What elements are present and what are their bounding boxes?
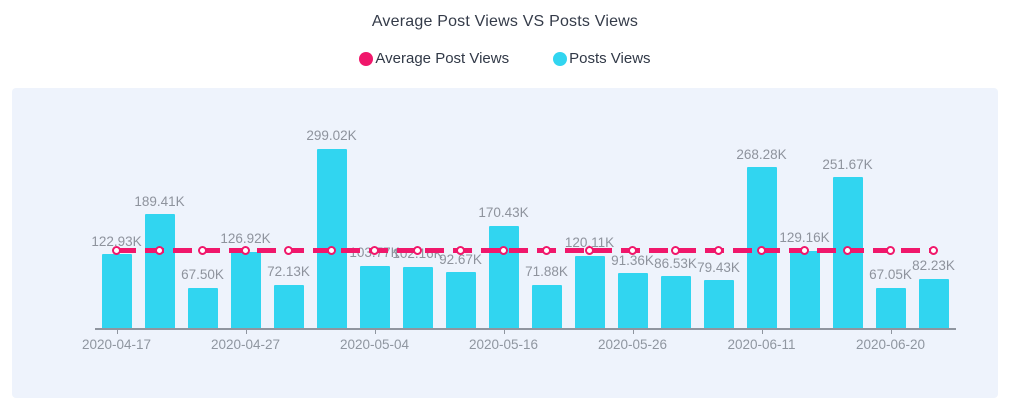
bar-value-label: 122.93K (91, 233, 142, 249)
x-axis-label: 2020-04-27 (210, 337, 281, 352)
bar-value-label: 170.43K (478, 205, 529, 221)
average-line-marker-icon (929, 245, 938, 255)
bar[interactable] (101, 254, 132, 328)
x-axis-tick (632, 329, 634, 334)
x-axis-tick (503, 329, 505, 334)
bar[interactable] (230, 251, 261, 328)
x-axis-label: 2020-06-11 (727, 337, 796, 352)
plot-area: 122.93K 189.41K 67.50K 126.92K 72.13K 299.02K… (82, 88, 957, 351)
average-line (116, 247, 934, 253)
legend-marker-posts-icon (553, 51, 568, 66)
bar-value-label: 92.67K (439, 251, 482, 267)
average-line-marker-icon (370, 245, 379, 255)
legend-item-posts-views[interactable]: Posts Views (553, 50, 651, 67)
average-line-marker-icon (327, 245, 336, 255)
x-axis-tick (761, 329, 763, 334)
bar[interactable] (359, 265, 390, 328)
bar[interactable] (402, 266, 433, 328)
x-axis-label: 2020-05-26 (597, 337, 668, 352)
legend-label-posts: Posts Views (569, 50, 651, 67)
average-line-marker-icon (843, 245, 852, 255)
legend-marker-average-icon (359, 51, 374, 66)
bar-value-label: 120.11K (564, 235, 615, 251)
average-line-marker-icon (757, 245, 766, 255)
average-line-marker-icon (198, 245, 207, 255)
bar[interactable] (273, 284, 304, 328)
bar-value-label: 189.41K (134, 193, 185, 209)
bar-value-label: 72.13K (267, 264, 310, 280)
average-line-marker-icon (542, 245, 551, 255)
bar[interactable] (144, 214, 175, 328)
bar-value-label: 91.36K (611, 252, 654, 268)
bar[interactable] (574, 255, 605, 328)
bar[interactable] (703, 280, 734, 328)
chart-panel: 122.93K 189.41K 67.50K 126.92K 72.13K 299.02K… (12, 88, 998, 398)
bar-value-label: 268.28K (736, 146, 787, 162)
bar-value-label: 86.53K (654, 255, 697, 271)
bar-value-label: 79.43K (697, 259, 740, 275)
average-line-marker-icon (456, 245, 465, 255)
average-line-marker-icon (886, 245, 895, 255)
average-line-marker-icon (800, 245, 809, 255)
x-axis-tick (890, 329, 892, 334)
average-line-marker-icon (585, 245, 594, 255)
average-line-marker-icon (112, 245, 121, 255)
average-line-marker-icon (413, 245, 422, 255)
bar-value-label: 67.50K (181, 267, 224, 282)
bar[interactable] (660, 276, 691, 328)
x-axis-tick (374, 329, 376, 334)
bar[interactable] (187, 287, 218, 328)
bar[interactable] (488, 225, 519, 328)
chart-title: Average Post Views VS Posts Views (371, 13, 639, 30)
bar-value-label: 126.92K (220, 231, 271, 247)
bar[interactable] (617, 273, 648, 328)
bar-value-label: 82.23K (912, 258, 955, 274)
average-line-marker-icon (499, 245, 508, 255)
bar[interactable] (316, 148, 347, 328)
x-axis-label: 2020-06-20 (855, 337, 926, 352)
bar[interactable] (789, 250, 820, 328)
average-line-marker-icon (155, 245, 164, 255)
x-axis-label: 2020-04-17 (81, 337, 152, 352)
average-line-marker-icon (671, 245, 680, 255)
average-line-marker-icon (241, 245, 250, 255)
bar-value-label: 299.02K (306, 128, 357, 144)
bar[interactable] (445, 272, 476, 328)
bar-value-label: 67.05K (869, 267, 912, 283)
bar[interactable] (531, 284, 562, 328)
bar[interactable] (875, 287, 906, 328)
bar-value-label: 71.88K (525, 264, 568, 280)
bar[interactable] (918, 278, 949, 328)
average-line-marker-icon (628, 245, 637, 255)
bar-value-label: 129.16K (779, 230, 830, 246)
legend: Average Post Views Posts Views (0, 50, 1010, 67)
legend-item-average-post-views[interactable]: Average Post Views (359, 50, 509, 67)
average-line-marker-icon (284, 245, 293, 255)
x-axis-line (95, 328, 956, 330)
x-axis-tick (116, 329, 118, 334)
legend-label-average: Average Post Views (375, 50, 510, 67)
average-line-marker-icon (714, 245, 723, 255)
x-axis-tick (245, 329, 247, 334)
x-axis-label: 2020-05-04 (339, 337, 410, 352)
x-axis-label: 2020-05-16 (468, 337, 539, 352)
bar-value-label: 251.67K (822, 156, 873, 172)
